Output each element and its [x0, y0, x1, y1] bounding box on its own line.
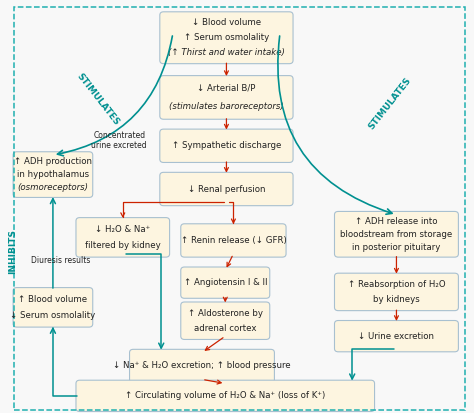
Text: ↓ Serum osmolality: ↓ Serum osmolality — [10, 311, 96, 320]
FancyBboxPatch shape — [335, 320, 458, 352]
Text: in posterior pituitary: in posterior pituitary — [352, 243, 441, 252]
Text: adrenal cortex: adrenal cortex — [194, 324, 256, 333]
Text: ↓ H₂O & Na⁺: ↓ H₂O & Na⁺ — [95, 225, 150, 234]
Text: ↑ Reabsorption of H₂O: ↑ Reabsorption of H₂O — [347, 280, 445, 289]
FancyBboxPatch shape — [181, 224, 286, 257]
Text: ↑ ADH production: ↑ ADH production — [14, 157, 92, 166]
Text: by kidneys: by kidneys — [373, 295, 420, 304]
FancyBboxPatch shape — [181, 267, 270, 298]
FancyBboxPatch shape — [160, 172, 293, 206]
Text: (stimulates baroreceptors): (stimulates baroreceptors) — [169, 102, 284, 111]
Text: ↑ Angiotensin I & II: ↑ Angiotensin I & II — [183, 278, 267, 287]
Text: (↑ Thirst and water intake): (↑ Thirst and water intake) — [168, 48, 285, 57]
Text: ↑ Circulating volume of H₂O & Na⁺ (loss of K⁺): ↑ Circulating volume of H₂O & Na⁺ (loss … — [125, 392, 325, 400]
Text: ↓ Renal perfusion: ↓ Renal perfusion — [188, 185, 265, 194]
Text: bloodstream from storage: bloodstream from storage — [340, 230, 453, 239]
Text: (osmoreceptors): (osmoreceptors) — [18, 183, 89, 192]
FancyBboxPatch shape — [160, 76, 293, 119]
FancyBboxPatch shape — [335, 211, 458, 257]
Text: ↑ Renin release (↓ GFR): ↑ Renin release (↓ GFR) — [181, 236, 286, 245]
Text: ↑ Aldosterone by: ↑ Aldosterone by — [188, 309, 263, 318]
Text: STIMULATES: STIMULATES — [366, 76, 412, 131]
FancyBboxPatch shape — [76, 380, 374, 411]
FancyBboxPatch shape — [181, 302, 270, 339]
FancyBboxPatch shape — [129, 349, 274, 383]
Text: ↑ ADH release into: ↑ ADH release into — [355, 217, 438, 226]
Text: filtered by kidney: filtered by kidney — [85, 241, 161, 250]
Text: in hypothalamus: in hypothalamus — [17, 170, 89, 179]
FancyBboxPatch shape — [160, 129, 293, 162]
Text: ↑ Serum osmolality: ↑ Serum osmolality — [184, 33, 269, 42]
FancyBboxPatch shape — [76, 218, 170, 257]
Text: ↓ Na⁺ & H₂O excretion; ↑ blood pressure: ↓ Na⁺ & H₂O excretion; ↑ blood pressure — [113, 361, 291, 370]
Text: ↑ Blood volume: ↑ Blood volume — [18, 294, 88, 304]
Text: ↓ Urine excretion: ↓ Urine excretion — [358, 332, 435, 341]
Text: Concentrated
urine excreted: Concentrated urine excreted — [91, 131, 147, 150]
Text: Diuresis results: Diuresis results — [31, 256, 91, 264]
Text: ↓ Blood volume: ↓ Blood volume — [192, 18, 261, 27]
FancyBboxPatch shape — [335, 273, 458, 311]
FancyBboxPatch shape — [160, 12, 293, 64]
Text: ↑ Sympathetic discharge: ↑ Sympathetic discharge — [172, 141, 281, 150]
FancyBboxPatch shape — [13, 152, 93, 197]
Text: ↓ Arterial B/P: ↓ Arterial B/P — [197, 84, 255, 93]
FancyBboxPatch shape — [13, 287, 93, 327]
Text: STIMULATES: STIMULATES — [75, 72, 121, 127]
Text: INHIBITS: INHIBITS — [8, 229, 17, 274]
